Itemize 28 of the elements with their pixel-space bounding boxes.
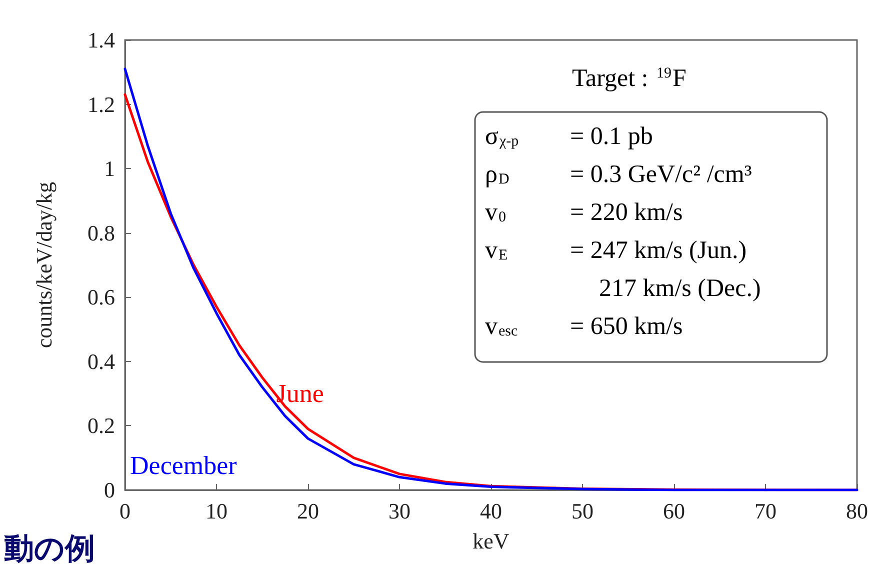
text: vesc = 650 km/s bbox=[485, 313, 683, 340]
x-tick-label: 70 bbox=[754, 498, 776, 524]
x-tick-label: 20 bbox=[297, 498, 319, 524]
x-axis-title: keV bbox=[472, 528, 510, 554]
text: ρD = 0.3 GeV/c² /cm³ bbox=[485, 161, 752, 188]
text: σχ-p = 0.1 pb bbox=[485, 123, 653, 150]
text: December bbox=[130, 451, 238, 480]
y-tick-label: 0.8 bbox=[88, 220, 115, 246]
x-tick-label: 0 bbox=[120, 498, 130, 524]
y-tick-label: 1.2 bbox=[88, 92, 115, 117]
text: v0 = 220 km/s bbox=[485, 199, 683, 226]
y-tick-label: 0.4 bbox=[88, 348, 115, 374]
y-axis-title: counts/keV/day/kg bbox=[32, 182, 56, 348]
x-tick-label: 60 bbox=[663, 498, 685, 524]
text: 動の例 bbox=[4, 532, 95, 566]
x-tick-label: 30 bbox=[388, 498, 410, 524]
y-tick-label: 0 bbox=[104, 478, 115, 502]
x-tick-label: 40 bbox=[480, 498, 502, 524]
y-tick-label: 0.6 bbox=[88, 284, 115, 310]
x-tick-label: 10 bbox=[206, 498, 228, 524]
x-tick-label: 80 bbox=[846, 498, 868, 524]
series-label: June bbox=[276, 379, 324, 408]
annotation: 217 km/s (Dec.) bbox=[599, 275, 761, 302]
text: vE = 247 km/s (Jun.) bbox=[485, 237, 747, 264]
y-tick-label: 0.2 bbox=[88, 413, 115, 438]
y-tick-label: 1 bbox=[104, 156, 115, 182]
x-tick-label: 50 bbox=[572, 498, 594, 524]
y-tick-label: 1.4 bbox=[88, 28, 115, 52]
